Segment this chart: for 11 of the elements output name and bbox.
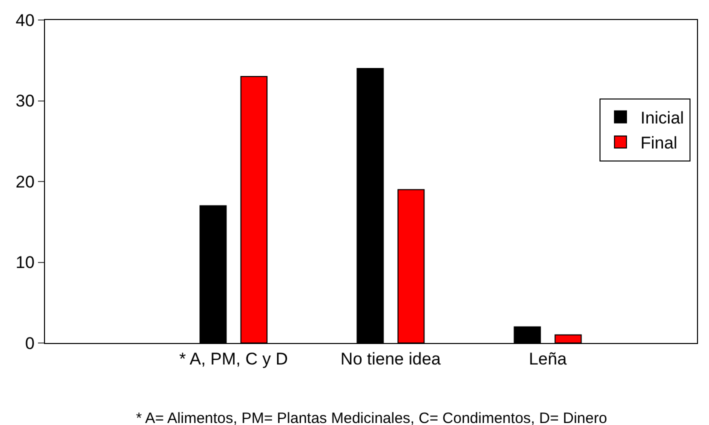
y-tick-label: 10 <box>16 253 35 272</box>
text: * A= Alimentos, PM= Plantas Medicinales, C= Condimentos, D= Dinero <box>136 410 608 425</box>
y-tick-label: 30 <box>16 92 35 111</box>
legend-label: Final <box>640 134 678 153</box>
x-tick-label: No tiene idea <box>340 349 442 368</box>
y-tick-label: 0 <box>25 334 35 353</box>
x-tick-label: Leña <box>528 349 568 368</box>
x-tick-label: * A, PM, C y D <box>179 349 288 368</box>
y-tick-label: 40 <box>16 10 35 30</box>
y-tick-label: 20 <box>16 172 35 192</box>
legend-label: Inicial <box>640 108 684 128</box>
